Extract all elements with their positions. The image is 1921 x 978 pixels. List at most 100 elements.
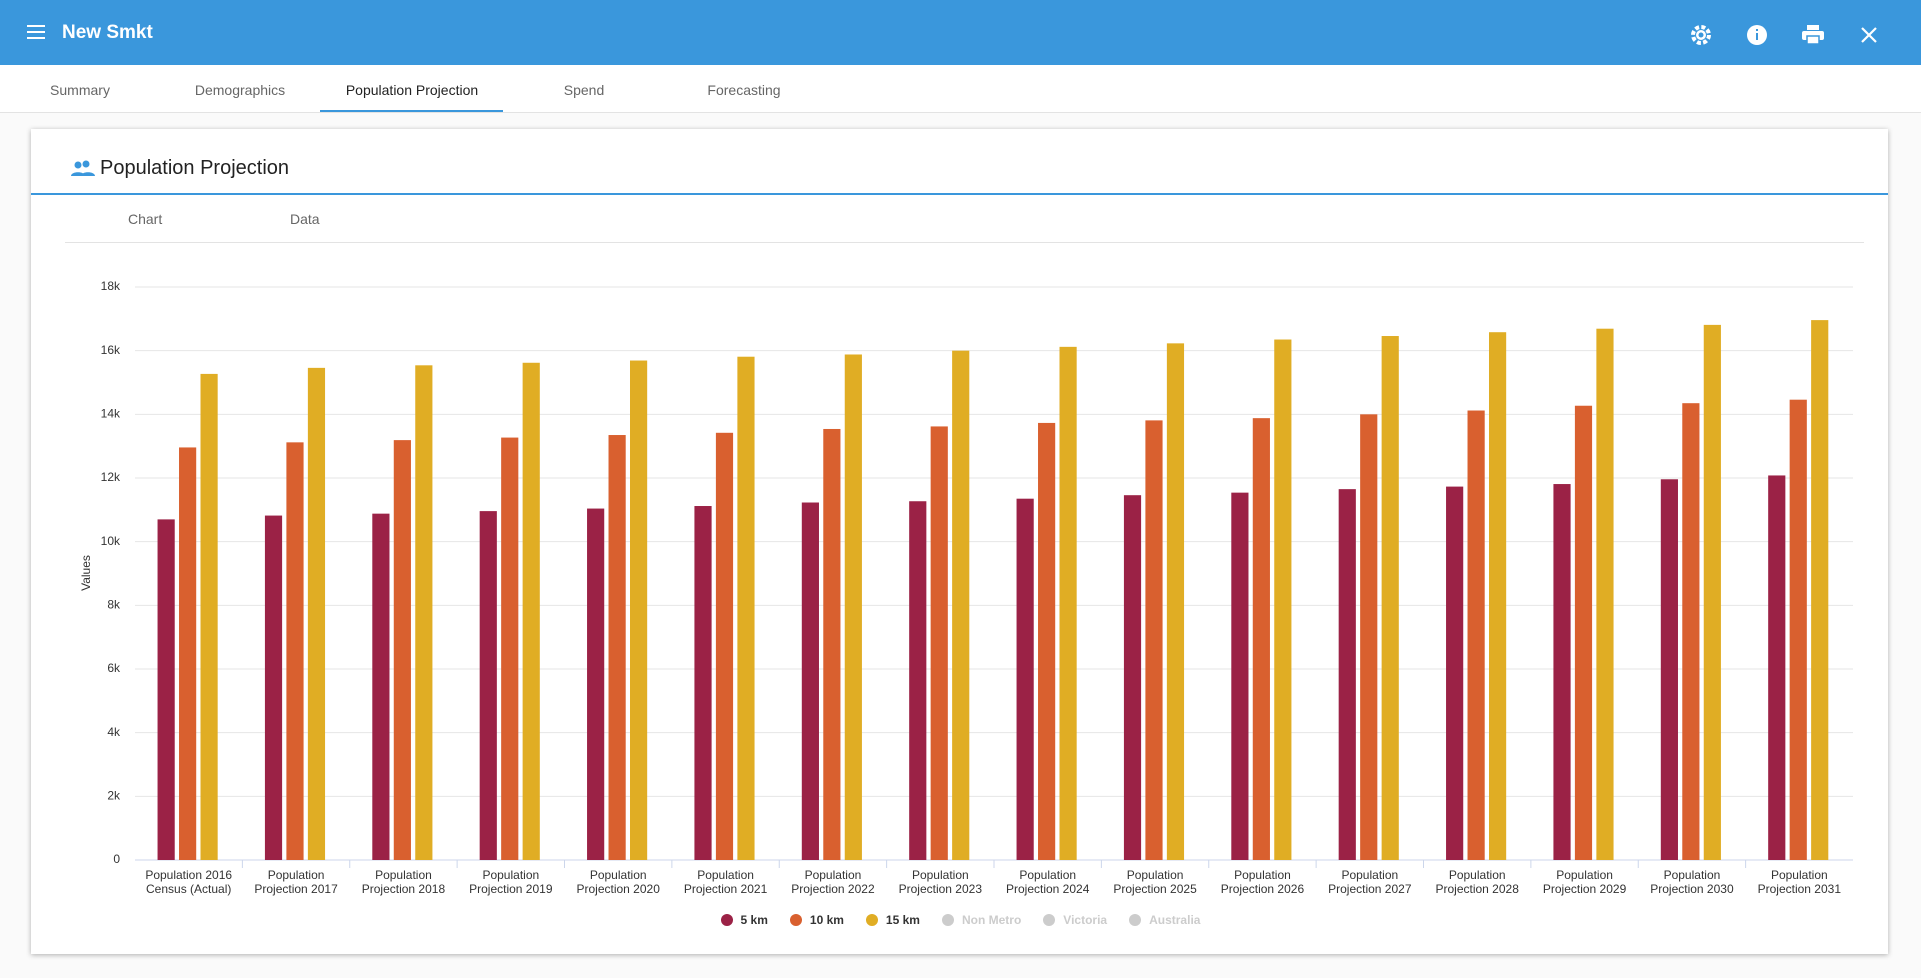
bar — [1789, 399, 1807, 860]
x-tick-label: Population Projection 2029 — [1542, 868, 1627, 896]
bar — [823, 428, 841, 860]
x-tick-label: Population Projection 2019 — [469, 868, 553, 896]
bar — [286, 442, 304, 860]
divider — [65, 242, 1864, 243]
x-tick-label: Population Projection 2024 — [1005, 868, 1090, 896]
bar — [1660, 479, 1678, 860]
bar — [522, 362, 540, 860]
bar — [307, 367, 326, 860]
x-tick-label: Population 2016 Census (Actual) — [145, 868, 233, 896]
y-tick-label: 12k — [101, 470, 121, 484]
close-button[interactable] — [1861, 27, 1877, 43]
legend-label: 15 km — [885, 913, 920, 927]
bar — [1703, 324, 1721, 860]
bar — [694, 506, 712, 860]
y-tick-label: 14k — [101, 407, 121, 421]
bar — [1123, 495, 1142, 860]
bar — [952, 350, 970, 860]
x-tick-label: Population Projection 2027 — [1328, 868, 1412, 896]
legend-swatch — [865, 914, 878, 926]
info-button[interactable] — [1746, 24, 1768, 46]
legend-label: 10 km — [809, 913, 844, 927]
legend-label: Non Metro — [961, 913, 1022, 927]
legend-label: Australia — [1149, 913, 1201, 927]
bar — [1274, 339, 1292, 860]
bar — [801, 502, 819, 860]
bar — [1231, 492, 1249, 860]
bar — [1360, 414, 1378, 860]
tab-bar: Summary Demographics Population Projecti… — [0, 65, 1921, 113]
tab[interactable]: Summary — [50, 82, 110, 98]
bar — [844, 354, 862, 860]
y-tick-label: 8k — [107, 598, 121, 612]
tab[interactable]: Spend — [563, 82, 605, 98]
y-tick-label: 2k — [107, 789, 121, 803]
bar — [179, 447, 197, 860]
y-tick-label: 4k — [107, 725, 121, 739]
tab[interactable]: Demographics — [194, 82, 286, 98]
bar — [909, 501, 927, 860]
x-tick-label: Population Projection 2018 — [361, 868, 446, 896]
x-tick-label: Population Projection 2025 — [1113, 868, 1197, 896]
legend-item-hidden[interactable]: Victoria — [1043, 913, 1107, 927]
bar — [608, 435, 626, 860]
x-tick-label: Population Projection 2021 — [683, 868, 768, 896]
bar — [1682, 403, 1700, 860]
x-tick-label: Population Projection 2031 — [1757, 868, 1841, 896]
x-tick-label: Population Projection 2026 — [1220, 868, 1305, 896]
bar — [1016, 498, 1034, 860]
y-axis-label: Values — [79, 555, 93, 591]
settings-button[interactable] — [1690, 24, 1712, 46]
bar — [1145, 420, 1163, 860]
app-title: New Smkt — [62, 22, 153, 43]
legend-item[interactable]: 5 km — [720, 913, 768, 927]
bar — [157, 519, 175, 860]
legend-item-hidden[interactable]: Australia — [1129, 913, 1200, 927]
y-tick-label: 6k — [107, 661, 121, 675]
legend-swatch — [1043, 914, 1056, 926]
bar — [1768, 475, 1786, 860]
bar — [1059, 346, 1077, 860]
bar — [1811, 320, 1829, 860]
bar — [737, 356, 755, 860]
bar — [1446, 486, 1464, 860]
tab-indicator — [320, 110, 503, 112]
bar — [1381, 336, 1399, 861]
legend-item-hidden[interactable]: Non Metro — [941, 913, 1022, 927]
bar — [372, 513, 390, 860]
print-button[interactable] — [1802, 25, 1824, 45]
bar — [1252, 418, 1270, 860]
y-tick-label: 0 — [113, 852, 120, 866]
x-tick-label: Population Projection 2023 — [898, 868, 982, 896]
divider — [31, 193, 1888, 195]
legend-swatch — [789, 914, 802, 926]
subtab[interactable]: Data — [290, 211, 320, 227]
x-tick-label: Population Projection 2017 — [254, 868, 338, 896]
card-title: Population Projection — [100, 157, 290, 179]
legend-item[interactable]: 15 km — [865, 913, 920, 927]
bar — [930, 426, 948, 860]
bar — [1488, 332, 1507, 860]
subtab[interactable]: Chart — [128, 211, 163, 227]
app-bar: New Smkt — [0, 0, 1921, 65]
legend-swatch — [1129, 914, 1142, 926]
bar — [1338, 489, 1356, 860]
y-tick-label: 10k — [101, 534, 121, 548]
x-tick-label: Population Projection 2030 — [1650, 868, 1734, 896]
bar — [1467, 410, 1485, 860]
bar — [393, 440, 411, 860]
bar — [715, 432, 734, 860]
tab-active[interactable]: Population Projection — [345, 82, 479, 98]
x-tick-label: Population Projection 2020 — [576, 868, 660, 896]
x-tick-label: Population Projection 2022 — [791, 868, 875, 896]
x-tick-label: Population Projection 2028 — [1435, 868, 1519, 896]
bar — [415, 365, 433, 860]
legend-swatch — [941, 914, 954, 926]
menu-button[interactable] — [27, 23, 47, 41]
legend-swatch — [720, 914, 733, 926]
bar — [501, 437, 519, 860]
tab[interactable]: Forecasting — [707, 82, 781, 98]
legend-item[interactable]: 10 km — [789, 913, 844, 927]
